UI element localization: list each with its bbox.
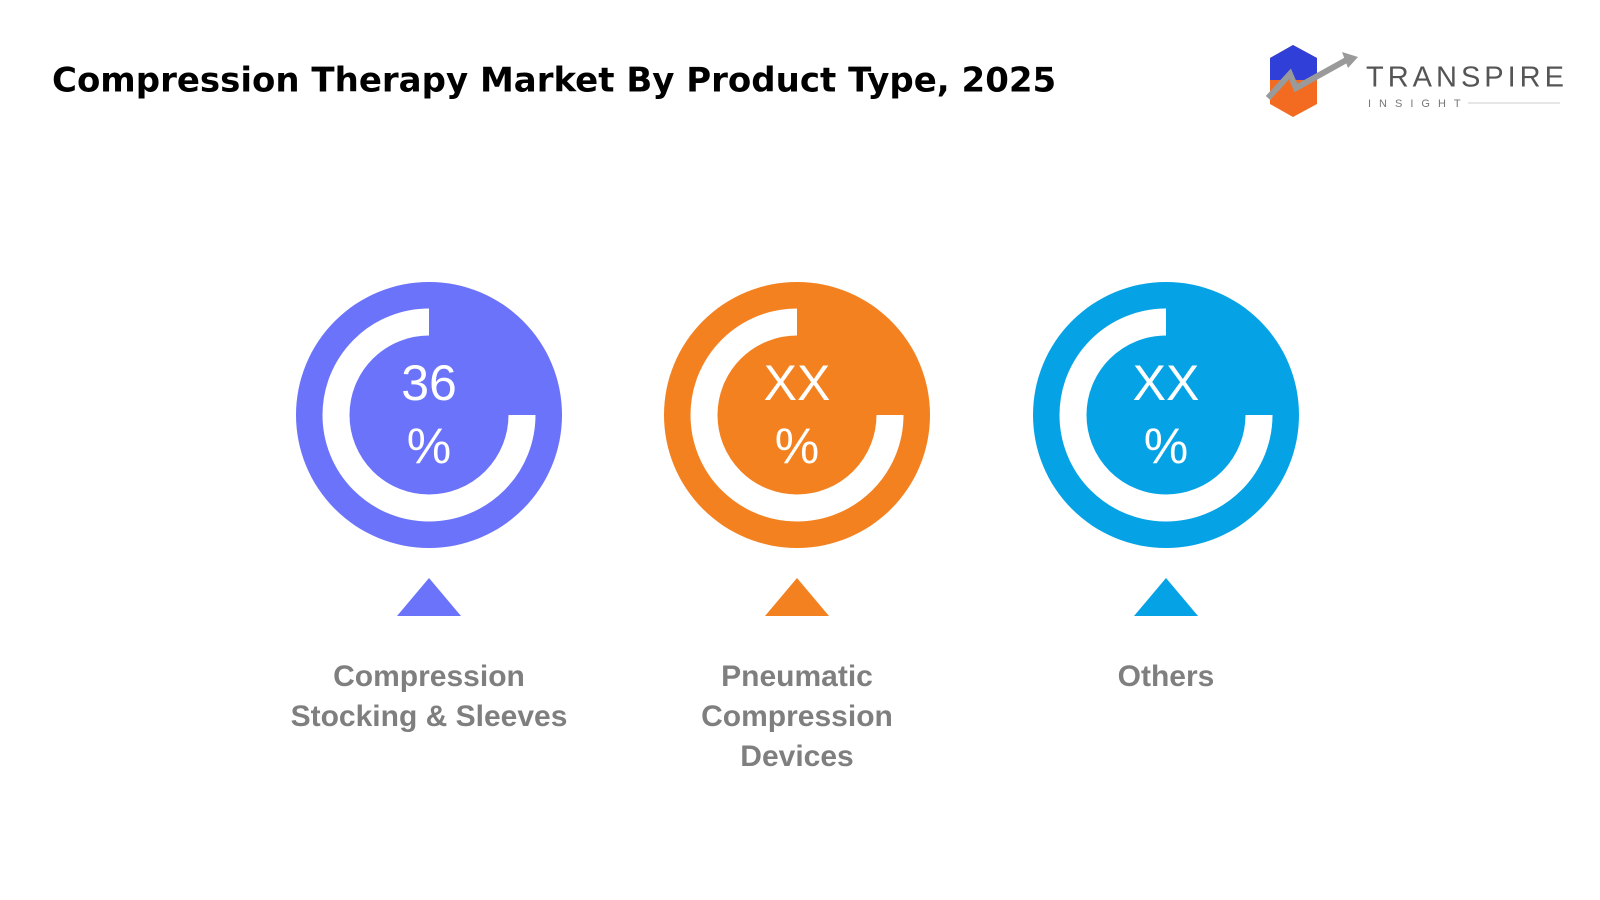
page-title: Compression Therapy Market By Product Ty… [52, 61, 1056, 101]
unit: % [1144, 418, 1188, 474]
pointer [1134, 578, 1198, 616]
pointer [765, 578, 829, 616]
pointer [397, 578, 461, 616]
label: Stocking & Sleeves [291, 700, 568, 733]
unit: % [407, 418, 451, 474]
label: Compression [333, 660, 525, 693]
value: 36 [401, 355, 457, 411]
logo-arrow [1265, 55, 1352, 101]
label: Devices [740, 740, 853, 773]
logo-name: TRANSPIRE [1366, 62, 1568, 94]
value: XX [1133, 355, 1200, 411]
label: Others [1118, 660, 1215, 693]
label: Compression [701, 700, 893, 733]
unit: % [775, 418, 819, 474]
ring [690, 308, 904, 522]
value: XX [764, 355, 831, 411]
logo-hexagon-top [1270, 45, 1317, 80]
ring [1059, 308, 1273, 522]
logo-arrowhead [1342, 52, 1358, 68]
logo: TRANSPIRE INSIGHT [1265, 45, 1568, 117]
label: Pneumatic [721, 660, 873, 693]
ring [322, 308, 536, 522]
logo-tagline: INSIGHT [1368, 98, 1469, 110]
